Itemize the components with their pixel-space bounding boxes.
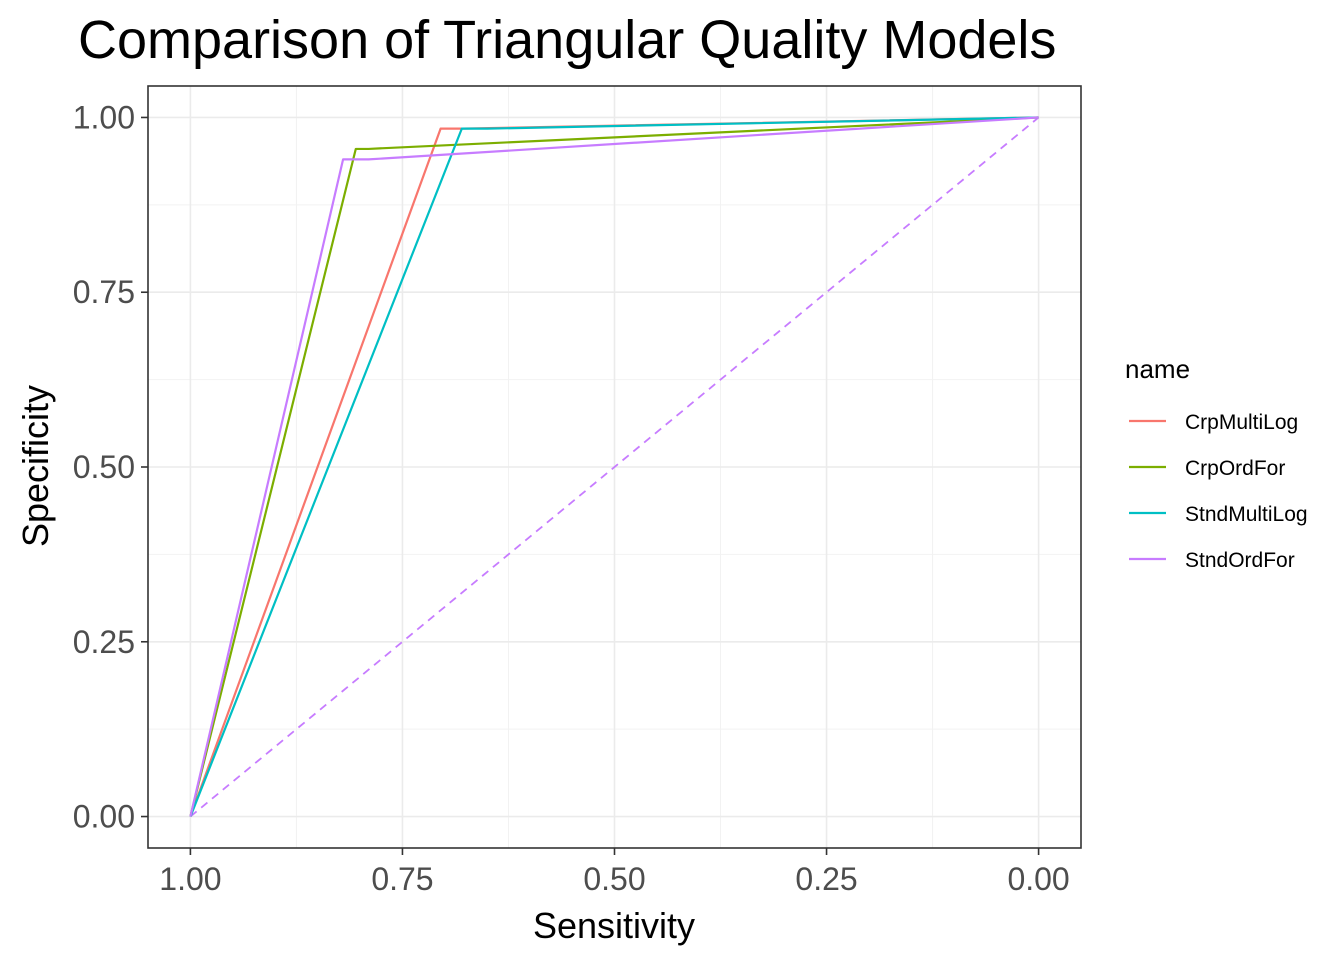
legend-label: StndMultiLog xyxy=(1185,503,1308,526)
legend-item-crpordfor: CrpOrdFor xyxy=(1129,457,1285,480)
legend-label: CrpOrdFor xyxy=(1185,457,1285,480)
legend-item-stndordfor: StndOrdFor xyxy=(1129,549,1295,572)
x-tick-label: 1.00 xyxy=(159,861,221,897)
y-tick-label: 0.75 xyxy=(73,274,135,310)
x-tick-label: 0.50 xyxy=(583,861,645,897)
legend-title: name xyxy=(1125,354,1190,384)
y-tick-label: 1.00 xyxy=(73,99,135,135)
legend: name CrpMultiLog CrpOrdFor StndMultiLog Stn… xyxy=(1125,354,1308,572)
legend-item-stndmultilog: StndMultiLog xyxy=(1129,503,1308,526)
x-tick-label: 0.75 xyxy=(371,861,433,897)
legend-label: CrpMultiLog xyxy=(1185,411,1298,434)
y-axis-title: Specificity xyxy=(15,385,56,547)
x-tick-label: 0.25 xyxy=(795,861,857,897)
y-tick-label: 0.50 xyxy=(73,449,135,485)
y-tick-label: 0.00 xyxy=(73,799,135,835)
x-tick-label: 0.00 xyxy=(1007,861,1069,897)
series-line-stndordfor xyxy=(189,116,1039,817)
series-line-stndmultilog xyxy=(189,116,1039,817)
reference-diagonal-line xyxy=(189,116,1040,818)
legend-label: StndOrdFor xyxy=(1185,549,1295,572)
y-tick-label: 0.25 xyxy=(73,624,135,660)
chart-title: Comparison of Triangular Quality Models xyxy=(78,10,1056,70)
series-line-crpordfor xyxy=(189,116,1039,817)
x-axis-title: Sensitivity xyxy=(533,905,695,946)
legend-item-crpmultilog: CrpMultiLog xyxy=(1129,411,1298,434)
